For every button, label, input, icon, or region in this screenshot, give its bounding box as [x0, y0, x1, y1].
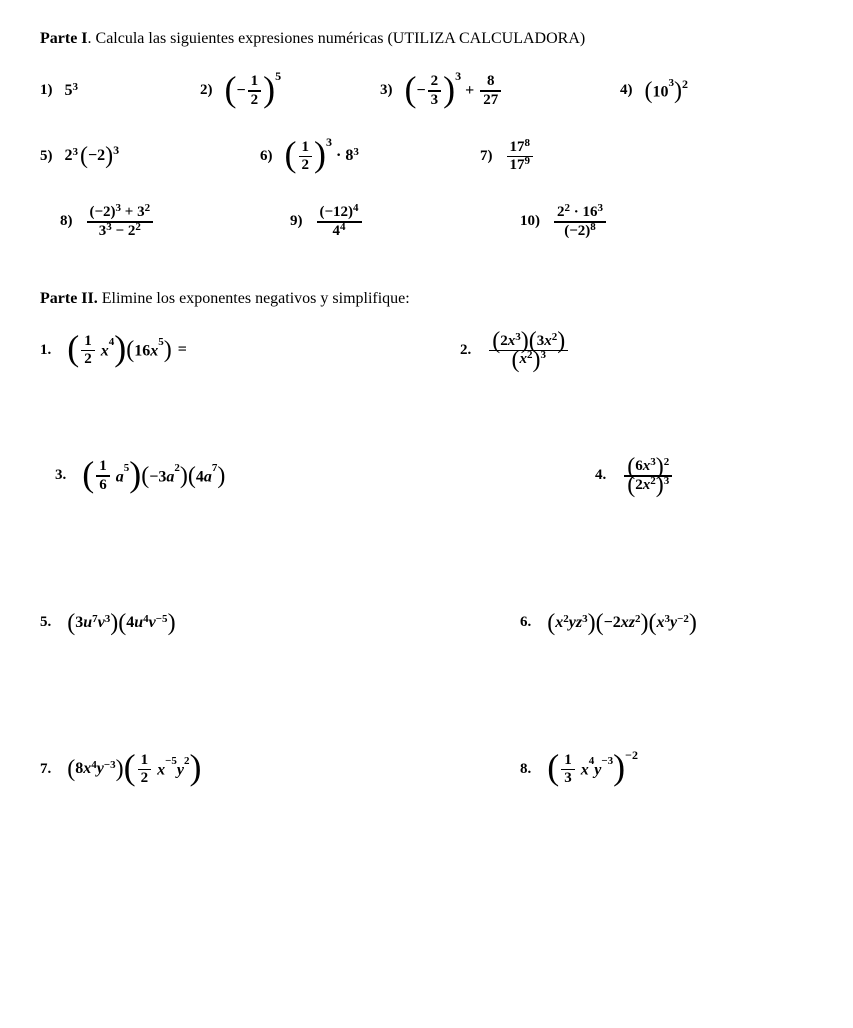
p2-item-1: 1. ( 12 x4 ) ( 16x5 ) = — [40, 333, 460, 369]
p2-expr-3: ( 16 a5 ) (−3a2) (4a7) — [82, 458, 225, 494]
item-7: 7) 178 179 — [480, 139, 535, 175]
p2-expr-5: (3u7v3) (4u4v−5) — [67, 614, 175, 632]
label-1: 1) — [40, 82, 53, 99]
p2-expr-8: ( 13 x4y−3 ) −2 — [547, 752, 638, 788]
parte2-row4: 7. (8x4y−3) ( 12 x−5y2 ) 8. ( 13 x4y−3 )… — [40, 752, 813, 788]
item-10: 10) 22 · 163 (−2)8 — [520, 204, 608, 240]
label-9: 9) — [290, 213, 303, 230]
parte2-row3: 5. (3u7v3) (4u4v−5) 6. (x2yz3) (−2xz2) (… — [40, 614, 813, 632]
parte1-row2: 5) 23 (−2)3 6) ( 1 2 ) 3 · 83 7) 178 179 — [40, 139, 813, 175]
p2-item-5: 5. (3u7v3) (4u4v−5) — [40, 614, 520, 632]
item-5: 5) 23 (−2)3 — [40, 147, 260, 165]
p2-expr-2: (2x3) (3x2) (x2)3 — [487, 333, 570, 369]
p2-label-2: 2. — [460, 342, 471, 359]
p2-expr-4: (6x3)2 (2x2)3 — [622, 458, 674, 494]
item-2: 2) ( − 1 2 ) 5 — [200, 73, 380, 109]
p2-label-7: 7. — [40, 761, 51, 778]
p2-expr-6: (x2yz3) (−2xz2) (x3y−2) — [547, 614, 697, 632]
label-6: 6) — [260, 148, 273, 165]
parte1-title-rest: . Calcula las siguientes expresiones num… — [88, 30, 586, 47]
expr-7: 178 179 — [505, 139, 536, 175]
parte2-row2: 3. ( 16 a5 ) (−3a2) (4a7) 4. (6x3)2 (2x2… — [40, 458, 813, 494]
item-3: 3) ( − 2 3 ) 3 + 8 27 — [380, 73, 620, 109]
parte1-row3: 8) (−2)3 + 32 33 − 22 9) (−12)4 44 10) 2… — [40, 204, 813, 240]
label-2: 2) — [200, 82, 213, 99]
label-5: 5) — [40, 148, 53, 165]
item-4: 4) ( 103 ) 2 — [620, 81, 688, 101]
p2-item-8: 8. ( 13 x4y−3 ) −2 — [520, 752, 638, 788]
parte1-title-bold: Parte I — [40, 30, 88, 47]
p2-item-6: 6. (x2yz3) (−2xz2) (x3y−2) — [520, 614, 697, 632]
label-3: 3) — [380, 82, 393, 99]
parte1-row1: 1) 53 2) ( − 1 2 ) 5 3) ( − 2 3 — [40, 73, 813, 109]
label-10: 10) — [520, 213, 540, 230]
parte2-title-rest: Elimine los exponentes negativos y simpl… — [98, 290, 410, 307]
label-7: 7) — [480, 148, 493, 165]
parte2-title: Parte II. Elimine los exponentes negativ… — [40, 290, 813, 308]
p2-label-8: 8. — [520, 761, 531, 778]
p2-expr-7: (8x4y−3) ( 12 x−5y2 ) — [67, 752, 201, 788]
p2-label-5: 5. — [40, 614, 51, 631]
label-4: 4) — [620, 82, 633, 99]
p2-item-2: 2. (2x3) (3x2) (x2)3 — [460, 333, 570, 369]
expr-6: ( 1 2 ) 3 · 83 — [285, 139, 359, 175]
expr-8: (−2)3 + 32 33 − 22 — [85, 204, 156, 240]
item-9: 9) (−12)4 44 — [290, 204, 520, 240]
expr-4: ( 103 ) 2 — [645, 81, 689, 101]
item-6: 6) ( 1 2 ) 3 · 83 — [260, 139, 480, 175]
item-1: 1) 53 — [40, 82, 200, 100]
p2-label-1: 1. — [40, 342, 51, 359]
p2-label-6: 6. — [520, 614, 531, 631]
parte2-title-bold: Parte II. — [40, 290, 98, 307]
parte2-row1: 1. ( 12 x4 ) ( 16x5 ) = 2. (2x3) (3x2) (… — [40, 333, 813, 369]
expr-10: 22 · 163 (−2)8 — [552, 204, 608, 240]
expr-9: (−12)4 44 — [315, 204, 364, 240]
expr-3: ( − 2 3 ) 3 + 8 27 — [405, 73, 504, 109]
p2-item-7: 7. (8x4y−3) ( 12 x−5y2 ) — [40, 752, 520, 788]
item-8: 8) (−2)3 + 32 33 − 22 — [60, 204, 290, 240]
p2-item-4: 4. (6x3)2 (2x2)3 — [595, 458, 674, 494]
label-8: 8) — [60, 213, 73, 230]
expr-1: 53 — [65, 82, 79, 100]
expr-5: 23 (−2)3 — [65, 147, 120, 165]
parte1-title: Parte I. Calcula las siguientes expresio… — [40, 30, 813, 48]
p2-item-3: 3. ( 16 a5 ) (−3a2) (4a7) — [55, 458, 595, 494]
expr-2: ( − 1 2 ) 5 — [225, 73, 282, 109]
p2-label-4: 4. — [595, 467, 606, 484]
p2-expr-1: ( 12 x4 ) ( 16x5 ) = — [67, 333, 187, 369]
p2-label-3: 3. — [55, 467, 66, 484]
